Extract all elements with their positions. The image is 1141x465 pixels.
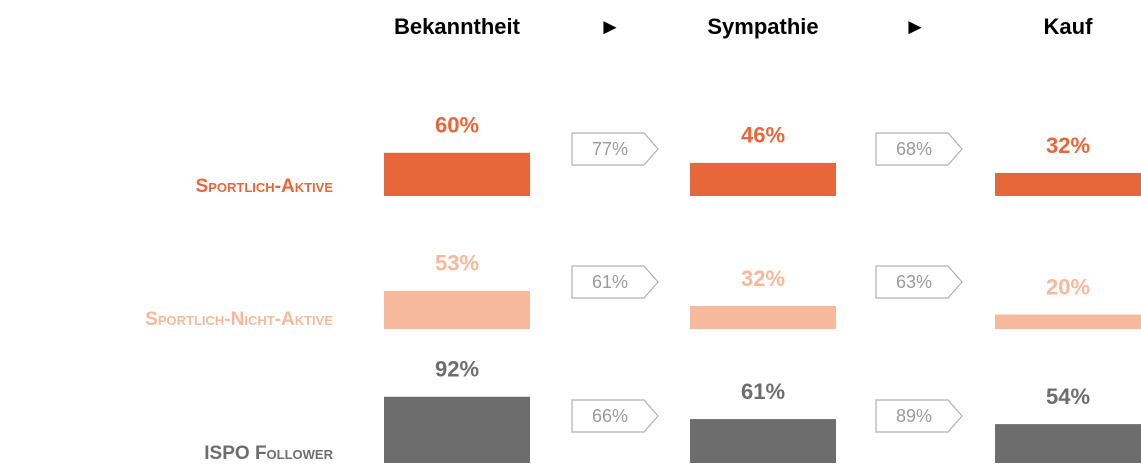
value-label: 32% <box>1046 133 1090 158</box>
series-label: Sportlich-Nicht-Aktive <box>145 309 333 330</box>
conversion-box <box>571 132 659 166</box>
value-label: 92% <box>435 357 479 382</box>
conversion-box <box>571 399 659 433</box>
conversion-label: 68% <box>896 139 932 159</box>
conversion-label: 77% <box>592 139 628 159</box>
bar <box>995 172 1141 196</box>
value-label: 20% <box>1046 274 1090 299</box>
bar <box>384 396 530 463</box>
stage-header: Kauf <box>1044 14 1094 39</box>
bar <box>690 162 836 196</box>
value-label: 46% <box>741 123 785 148</box>
stage-arrow: ► <box>904 14 926 39</box>
series-label: ISPO Follower <box>204 443 333 464</box>
conversion-box <box>875 399 963 433</box>
value-label: 60% <box>435 113 479 138</box>
conversion-box <box>875 265 963 299</box>
bar <box>690 419 836 463</box>
value-label: 53% <box>435 251 479 276</box>
bar <box>690 305 836 329</box>
series-label: Sportlich-Aktive <box>196 176 334 197</box>
bar <box>384 152 530 196</box>
conversion-label: 63% <box>896 272 932 292</box>
bar <box>384 290 530 329</box>
conversion-label: 89% <box>896 406 932 426</box>
conversion-box <box>875 132 963 166</box>
conversion-label: 61% <box>592 272 628 292</box>
stage-arrow: ► <box>599 14 621 39</box>
value-label: 32% <box>741 266 785 291</box>
conversion-label: 66% <box>592 406 628 426</box>
stage-header: Sympathie <box>707 14 818 39</box>
value-label: 61% <box>741 379 785 404</box>
value-label: 54% <box>1046 384 1090 409</box>
conversion-box <box>571 265 659 299</box>
stage-header: Bekanntheit <box>394 14 521 39</box>
bar <box>995 424 1141 463</box>
bar <box>995 314 1141 329</box>
